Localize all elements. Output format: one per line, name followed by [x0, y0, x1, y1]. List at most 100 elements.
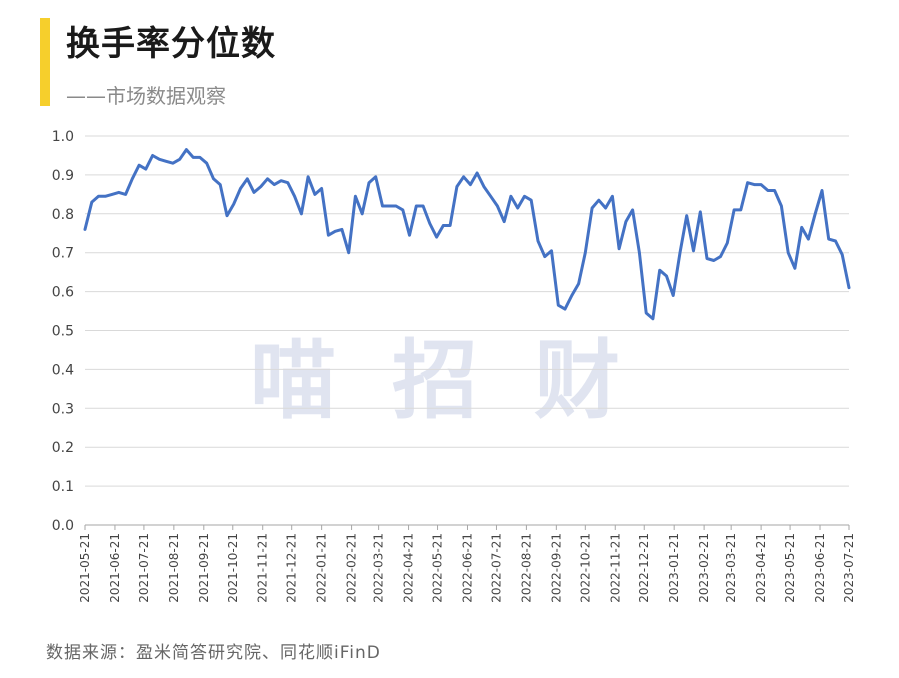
data-point [205, 162, 208, 165]
x-tick-label: 2021-07-21 [137, 533, 151, 603]
data-point [90, 200, 94, 204]
data-point [766, 189, 770, 192]
data-point [732, 208, 736, 212]
data-point [131, 177, 134, 180]
data-point [151, 154, 154, 157]
data-point [252, 191, 256, 194]
data-point [536, 239, 540, 243]
data-point [590, 206, 594, 210]
data-point [807, 237, 810, 241]
data-point [347, 251, 350, 254]
data-point [300, 212, 303, 215]
data-point [286, 181, 289, 184]
x-tick-label: 2022-10-21 [578, 533, 592, 603]
x-tick-label: 2022-03-21 [372, 533, 386, 603]
data-point [739, 208, 742, 212]
data-point [773, 189, 776, 192]
data-point [239, 187, 242, 190]
data-point [726, 241, 729, 245]
y-tick-label: 0.7 [52, 246, 74, 262]
data-point [550, 249, 553, 252]
y-tick-label: 0.2 [52, 440, 74, 456]
data-point [340, 228, 344, 231]
y-tick-label: 0.8 [52, 207, 74, 223]
data-point [759, 183, 763, 186]
data-point [97, 195, 100, 198]
data-point [388, 204, 391, 208]
watermark: 喵招财 [250, 331, 676, 431]
data-point [421, 204, 425, 208]
data-point [104, 195, 107, 198]
data-point [225, 214, 229, 217]
data-point [665, 274, 668, 278]
data-point [746, 181, 749, 184]
data-point [381, 204, 384, 208]
data-point [313, 193, 317, 196]
data-point [334, 230, 337, 233]
data-point [597, 199, 600, 202]
data-point [259, 185, 262, 188]
y-tick-label: 0.1 [52, 479, 74, 495]
x-tick-label: 2021-10-21 [226, 533, 240, 603]
x-tick-label: 2022-12-21 [637, 533, 651, 603]
data-point [198, 156, 202, 159]
data-point [847, 286, 851, 289]
data-point [645, 311, 648, 315]
data-point [638, 251, 641, 254]
data-point [178, 158, 181, 161]
data-point [841, 253, 844, 256]
data-point [462, 175, 465, 178]
data-point [820, 189, 824, 192]
data-point [814, 212, 817, 215]
data-point [374, 175, 377, 178]
data-point [117, 191, 121, 194]
data-point [672, 294, 675, 297]
data-point [327, 234, 330, 237]
x-tick-label: 2021-05-21 [78, 533, 92, 603]
data-point [232, 202, 235, 206]
data-point [800, 226, 803, 229]
chart-subtitle: ——市场数据观察 [66, 84, 226, 108]
data-point [435, 235, 438, 239]
data-point [753, 183, 756, 186]
y-tick-label: 0.4 [52, 362, 74, 378]
data-point [834, 239, 837, 243]
data-point [124, 193, 127, 196]
data-point [320, 187, 323, 190]
data-point [475, 171, 479, 175]
data-point [787, 251, 790, 254]
data-point [219, 183, 222, 186]
x-tick-label: 2021-11-21 [256, 533, 270, 603]
data-point [83, 228, 87, 231]
data-point [503, 220, 506, 223]
data-point [617, 247, 621, 250]
data-point [604, 206, 607, 210]
x-tick-label: 2023-04-21 [754, 533, 768, 603]
x-tick-label: 2022-05-21 [431, 533, 445, 603]
data-point [361, 212, 364, 215]
y-tick-label: 1.0 [52, 129, 74, 145]
data-source-note: 数据来源：盈米简答研究院、同花顺iFinD [46, 643, 381, 663]
y-tick-label: 0.0 [52, 518, 74, 534]
data-point [428, 222, 431, 225]
x-tick-label: 2022-01-21 [315, 533, 329, 603]
x-tick-label: 2022-09-21 [549, 533, 563, 603]
x-tick-label: 2023-01-21 [667, 533, 681, 603]
y-tick-label: 0.5 [52, 324, 74, 340]
data-point [489, 195, 492, 198]
y-tick-label: 0.6 [52, 285, 74, 301]
chart-title: 换手率分位数 [66, 24, 276, 64]
y-tick-label: 0.9 [52, 168, 74, 184]
data-point [624, 220, 628, 223]
data-point [611, 195, 614, 198]
data-point [415, 204, 418, 208]
x-tick-label: 2022-04-21 [402, 533, 416, 603]
data-point [705, 257, 709, 260]
x-tick-label: 2022-02-21 [345, 533, 359, 603]
data-point [658, 269, 661, 272]
data-point [678, 251, 682, 254]
data-point [712, 259, 715, 262]
data-point [306, 175, 310, 178]
x-tick-label: 2023-06-21 [813, 533, 827, 603]
data-point [442, 224, 445, 227]
